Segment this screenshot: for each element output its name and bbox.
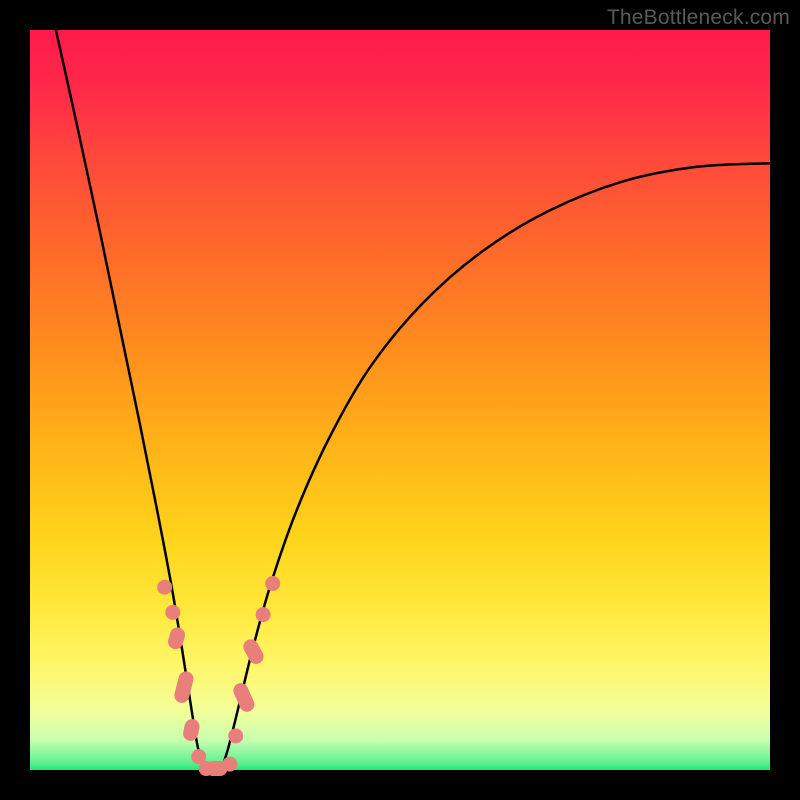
curve-marker: [222, 757, 237, 772]
bottleneck-chart: [0, 0, 800, 800]
curve-marker: [165, 605, 180, 620]
watermark-label: TheBottleneck.com: [607, 6, 790, 30]
curve-marker: [265, 576, 280, 591]
curve-marker: [228, 728, 243, 743]
curve-marker: [256, 607, 271, 622]
chart-stage: TheBottleneck.com: [0, 0, 800, 800]
plot-content: [30, 30, 770, 776]
curve-marker: [157, 580, 172, 595]
gradient-background: [30, 30, 770, 770]
